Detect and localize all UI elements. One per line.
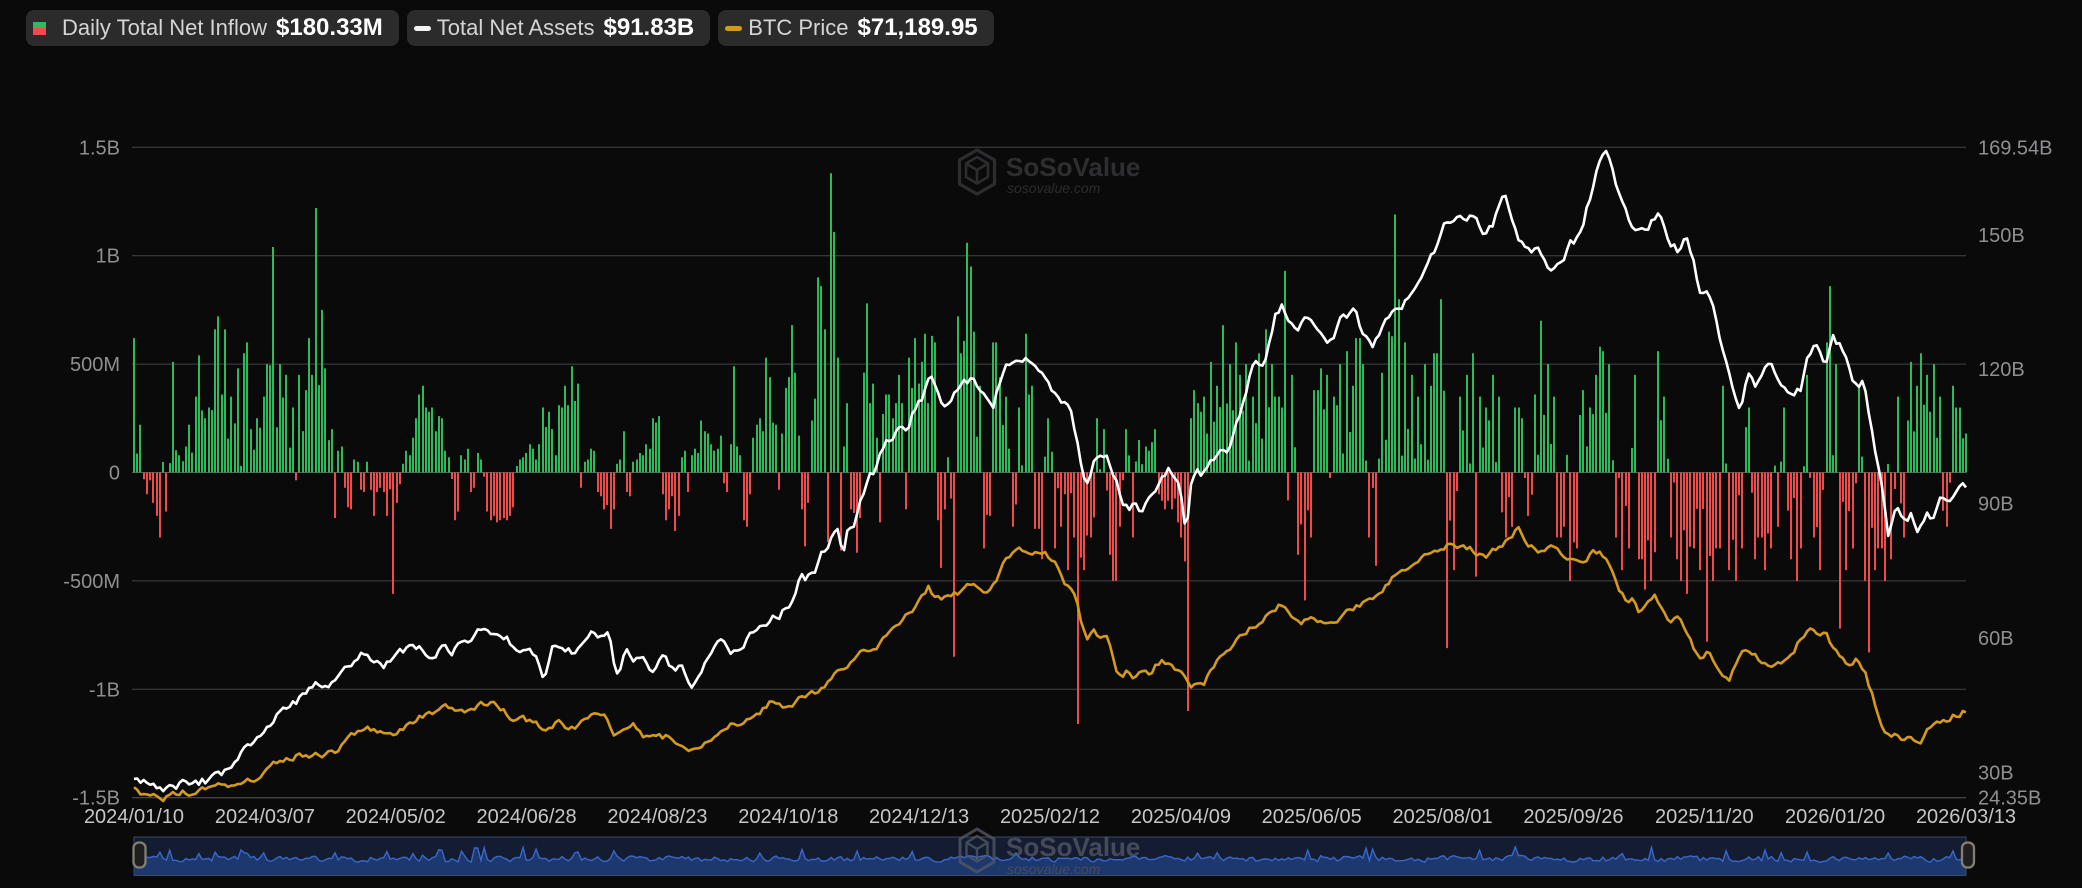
svg-text:2025/04/09: 2025/04/09 (1131, 806, 1231, 828)
svg-text:2024/10/18: 2024/10/18 (738, 806, 838, 828)
svg-text:0: 0 (109, 463, 120, 485)
svg-text:2026/01/20: 2026/01/20 (1785, 806, 1885, 828)
svg-text:60B: 60B (1978, 628, 2014, 650)
svg-text:500M: 500M (70, 354, 120, 376)
svg-text:150B: 150B (1978, 225, 2025, 247)
svg-text:2025/09/26: 2025/09/26 (1523, 806, 1623, 828)
svg-text:SoSoValue: SoSoValue (1006, 152, 1140, 182)
svg-text:2025/02/12: 2025/02/12 (1000, 806, 1100, 828)
svg-text:2025/08/01: 2025/08/01 (1393, 806, 1493, 828)
svg-text:120B: 120B (1978, 359, 2025, 381)
svg-text:2024/06/28: 2024/06/28 (477, 806, 577, 828)
svg-text:90B: 90B (1978, 494, 2014, 516)
svg-text:30B: 30B (1978, 762, 2014, 784)
svg-text:169.54B: 169.54B (1978, 137, 2053, 159)
svg-text:2024/08/23: 2024/08/23 (607, 806, 707, 828)
svg-text:24.35B: 24.35B (1978, 788, 2041, 810)
svg-text:SoSoValue: SoSoValue (1006, 832, 1140, 862)
svg-text:-1B: -1B (89, 679, 120, 701)
svg-text:1B: 1B (96, 246, 120, 268)
svg-text:2025/06/05: 2025/06/05 (1262, 806, 1362, 828)
svg-text:2025/11/20: 2025/11/20 (1655, 806, 1754, 828)
svg-text:-1.5B: -1.5B (72, 788, 120, 810)
svg-text:2024/12/13: 2024/12/13 (869, 806, 969, 828)
svg-text:sosovalue.com: sosovalue.com (1007, 861, 1101, 877)
svg-text:-500M: -500M (63, 571, 120, 593)
svg-text:2024/03/07: 2024/03/07 (215, 806, 315, 828)
svg-text:2026/03/13: 2026/03/13 (1916, 806, 2016, 828)
svg-text:2024/01/10: 2024/01/10 (84, 806, 184, 828)
svg-text:sosovalue.com: sosovalue.com (1007, 180, 1101, 196)
svg-text:2024/05/02: 2024/05/02 (346, 806, 446, 828)
svg-text:1.5B: 1.5B (79, 137, 120, 159)
